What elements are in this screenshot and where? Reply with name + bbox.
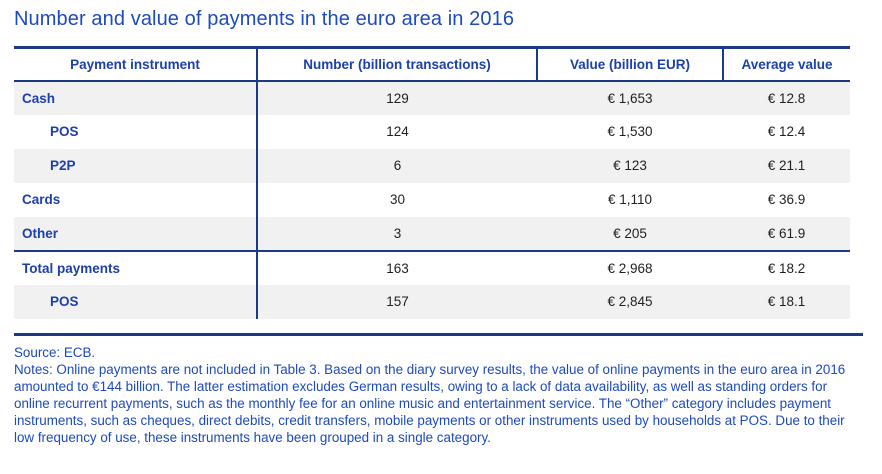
table-row: Cards 30 € 1,110 € 36.9 <box>14 182 850 217</box>
table-row: Cash 129 € 1,653 € 12.8 <box>14 80 850 115</box>
row-label: Cash <box>14 80 258 115</box>
table-row: P2P 6 € 123 € 21.1 <box>14 148 850 183</box>
cell-number: 157 <box>257 284 537 319</box>
cell-number: 129 <box>257 80 537 115</box>
cell-average: € 18.1 <box>723 284 850 319</box>
cell-number: 124 <box>386 124 409 139</box>
column-header-payment-instrument: Payment instrument <box>14 47 257 82</box>
cell-number: 30 <box>389 192 406 207</box>
column-header-number: Number (billion transactions) <box>256 47 537 82</box>
column-header-average-value: Average value <box>722 47 850 82</box>
cell-value: € 1,530 <box>607 124 653 139</box>
cell-number: 6 <box>257 148 537 183</box>
cell-value: € 2,968 <box>537 249 723 285</box>
column-header-value: Value (billion EUR) <box>536 47 723 82</box>
cell-number: 3 <box>257 216 537 251</box>
cell-average: € 36.9 <box>767 192 806 207</box>
page: Number and value of payments in the euro… <box>14 8 863 445</box>
cell-number: 163 <box>257 249 537 285</box>
page-title: Number and value of payments in the euro… <box>14 8 515 30</box>
source-text: Source: ECB. <box>14 344 96 360</box>
row-label: POS <box>14 114 258 149</box>
cell-value: € 1,110 <box>607 192 653 207</box>
payments-table: Payment instrument Number (billion trans… <box>14 46 850 319</box>
row-label: Total payments <box>14 249 258 285</box>
cell-value: € 1,653 <box>537 80 723 115</box>
table-row: Total payments 163 € 2,968 € 18.2 <box>14 249 850 285</box>
table-body: Cash 129 € 1,653 € 12.8 POS 124 € 1,530 € 12.4 P… <box>14 80 850 319</box>
table-row: POS 124 € 1,530 € 12.4 <box>14 114 850 149</box>
cell-average: € 12.4 <box>767 124 806 139</box>
cell-average: € 61.9 <box>723 216 850 251</box>
table-bottom-rule <box>14 332 863 336</box>
cell-average: € 21.1 <box>723 148 850 183</box>
cell-average: € 18.2 <box>723 249 850 285</box>
row-label: Cards <box>14 182 258 217</box>
row-label: P2P <box>14 148 258 183</box>
cell-value: € 123 <box>537 148 723 183</box>
cell-value: € 2,845 <box>537 284 723 319</box>
cell-average: € 12.8 <box>723 80 850 115</box>
cell-value: € 205 <box>537 216 723 251</box>
table-header-row: Payment instrument Number (billion trans… <box>14 47 850 82</box>
row-label: Other <box>14 216 258 251</box>
table-row: POS 157 € 2,845 € 18.1 <box>14 284 850 319</box>
table-row: Other 3 € 205 € 61.9 <box>14 216 850 251</box>
notes-text: Notes: Online payments are not included … <box>14 361 846 445</box>
row-label: POS <box>14 284 258 319</box>
